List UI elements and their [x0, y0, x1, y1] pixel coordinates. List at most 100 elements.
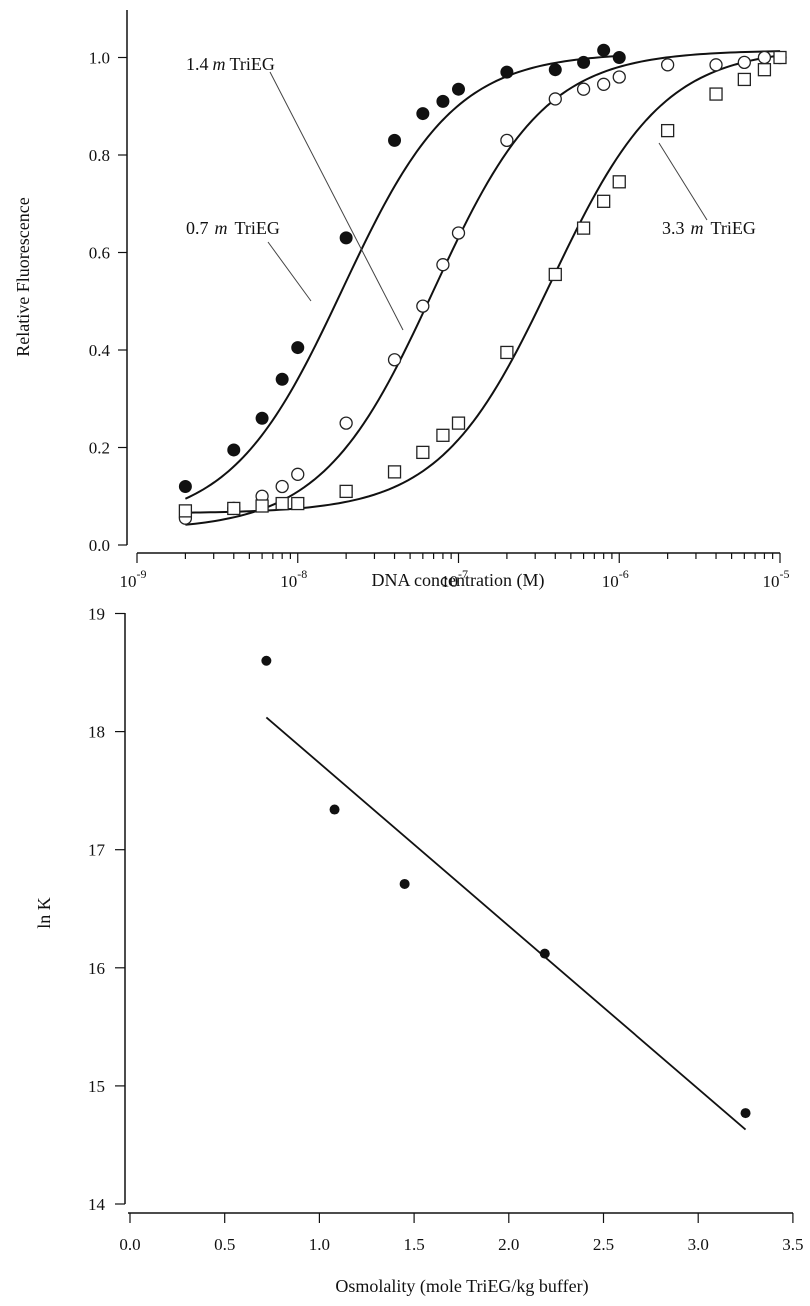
top-y-tick-label: 0.0 [89, 536, 110, 555]
data-point-open-square [597, 194, 611, 208]
bottom-y-tick-label: 17 [88, 841, 106, 860]
data-point-filled-circle [291, 341, 305, 355]
top-x-tick-label: 10-6 [602, 567, 629, 591]
series-label-1-4: 1.4 m TriEG [186, 54, 275, 74]
bottom-data-points [261, 655, 751, 1119]
bottom-x-tick-label: 0.0 [119, 1235, 140, 1254]
data-point-filled-circle [275, 372, 289, 386]
top-y-tick-label: 0.4 [89, 341, 111, 360]
data-point-filled-circle [436, 94, 450, 108]
data-point-open-square [709, 87, 723, 101]
bottom-x-axis-label: Osmolality (mole TriEG/kg buffer) [335, 1276, 588, 1297]
data-point-open-circle [416, 299, 430, 313]
data-point [740, 1108, 751, 1119]
fit-curve-series-1 [185, 50, 781, 526]
data-point-open-circle [576, 82, 591, 96]
data-point-open-square [387, 465, 402, 479]
data-point-open-square [291, 496, 305, 511]
top-x-axis-label: DNA concentration (M) [372, 570, 545, 591]
data-point-filled-circle [500, 65, 514, 79]
data-point-open-square [436, 428, 450, 442]
bottom-x-tick-label: 3.5 [782, 1235, 803, 1254]
series-label-group-1-4: 1.4 m TriEG [186, 54, 404, 331]
bottom-x-tick-label: 0.5 [214, 1235, 235, 1254]
top-y-ticks: 0.0 0.2 0.4 0.6 0.8 1.0 [89, 49, 127, 555]
top-x-tick-label: 10-8 [280, 567, 307, 591]
top-data-points [178, 43, 787, 525]
bottom-chart: 14 15 16 17 18 19 0.0 0.5 1.0 1.5 2.0 2.5 3.0 3.5 Os… [34, 605, 804, 1298]
data-point [399, 878, 410, 889]
data-point-open-circle [612, 70, 626, 84]
data-point-filled-circle [388, 133, 402, 147]
top-x-tick-label: 10-5 [763, 567, 790, 591]
data-point-open-square [451, 416, 466, 430]
leader-line-0-7 [267, 241, 312, 302]
bottom-y-tick-label: 16 [88, 959, 105, 978]
bottom-x-tick-label: 1.5 [403, 1235, 424, 1254]
top-fit-curves [184, 50, 781, 526]
top-y-tick-label: 0.2 [89, 439, 110, 458]
data-point-filled-circle [612, 51, 626, 64]
leader-line-1-4 [269, 71, 404, 331]
bottom-y-tick-label: 15 [88, 1077, 105, 1096]
data-point-open-circle [597, 77, 611, 91]
data-point [329, 804, 340, 815]
data-point-filled-circle [548, 63, 562, 77]
data-point-open-circle [757, 50, 772, 65]
data-point-open-circle [737, 55, 751, 70]
data-point-open-square [500, 345, 514, 360]
data-point-filled-circle [255, 411, 269, 425]
bottom-y-tick-label: 14 [88, 1195, 106, 1214]
leader-line-3-3 [658, 142, 708, 221]
top-chart: 0.00.20.40.60.81.0 10-9 10-8 10-7 10-6 10-5 … [13, 10, 790, 591]
fit-curve-series-0 [184, 54, 620, 500]
data-point-open-circle [451, 226, 466, 240]
data-point-open-square [227, 501, 241, 516]
top-x-ticks: 10-9 10-8 10-7 10-6 10-5 [120, 553, 790, 591]
top-y-axis-label: Relative Fluorescence [13, 197, 33, 356]
data-point-filled-circle [178, 480, 192, 493]
data-point-open-square [548, 267, 562, 282]
data-point-open-square [339, 484, 353, 499]
data-point-open-square [416, 445, 430, 460]
data-point-filled-circle [339, 231, 353, 245]
top-x-tick-label: 10-9 [120, 567, 147, 591]
data-point-open-square [660, 123, 675, 138]
bottom-y-tick-label: 18 [88, 723, 105, 742]
data-point-open-square [737, 72, 751, 87]
data-point-open-square [255, 499, 269, 513]
data-point-open-square [612, 175, 626, 189]
data-point-open-circle [387, 353, 402, 367]
data-point-open-circle [660, 58, 675, 72]
fit-curve-series-2 [185, 54, 781, 514]
data-point-open-square [757, 63, 772, 77]
data-point-open-circle [709, 58, 723, 72]
series-label-0-7: 0.7 m TriEG [186, 218, 280, 238]
data-point-open-circle [291, 467, 305, 481]
series-label-group-3-3: 3.3 m TriEG [658, 142, 756, 238]
data-point-open-square [576, 221, 591, 235]
data-point-filled-circle [577, 55, 591, 69]
data-point-filled-circle [227, 443, 241, 457]
top-y-tick-label: 1.0 [89, 49, 110, 68]
data-point-open-circle [436, 258, 450, 272]
bottom-y-axis-label: ln K [34, 897, 54, 929]
bottom-x-tick-label: 1.0 [309, 1235, 330, 1254]
data-point [539, 948, 550, 959]
top-y-tick-label: 0.6 [89, 244, 110, 263]
bottom-y-ticks: 14 15 16 17 18 19 [88, 605, 125, 1214]
top-x-tick-label: 10-7 [441, 567, 468, 591]
data-point-filled-circle [452, 82, 465, 96]
data-point-open-square [178, 504, 193, 518]
data-point [261, 655, 272, 666]
bottom-fit-line [265, 716, 747, 1131]
bottom-y-tick-label: 19 [88, 605, 105, 624]
data-point-open-square [773, 50, 787, 65]
regression-line [265, 716, 747, 1131]
data-point-open-circle [275, 479, 289, 494]
bottom-x-tick-label: 2.5 [593, 1235, 614, 1254]
top-y-tick-label: 0.8 [89, 146, 110, 165]
data-point-open-circle [500, 133, 514, 148]
bottom-x-ticks: 0.0 0.5 1.0 1.5 2.0 2.5 3.0 3.5 [119, 1213, 804, 1254]
